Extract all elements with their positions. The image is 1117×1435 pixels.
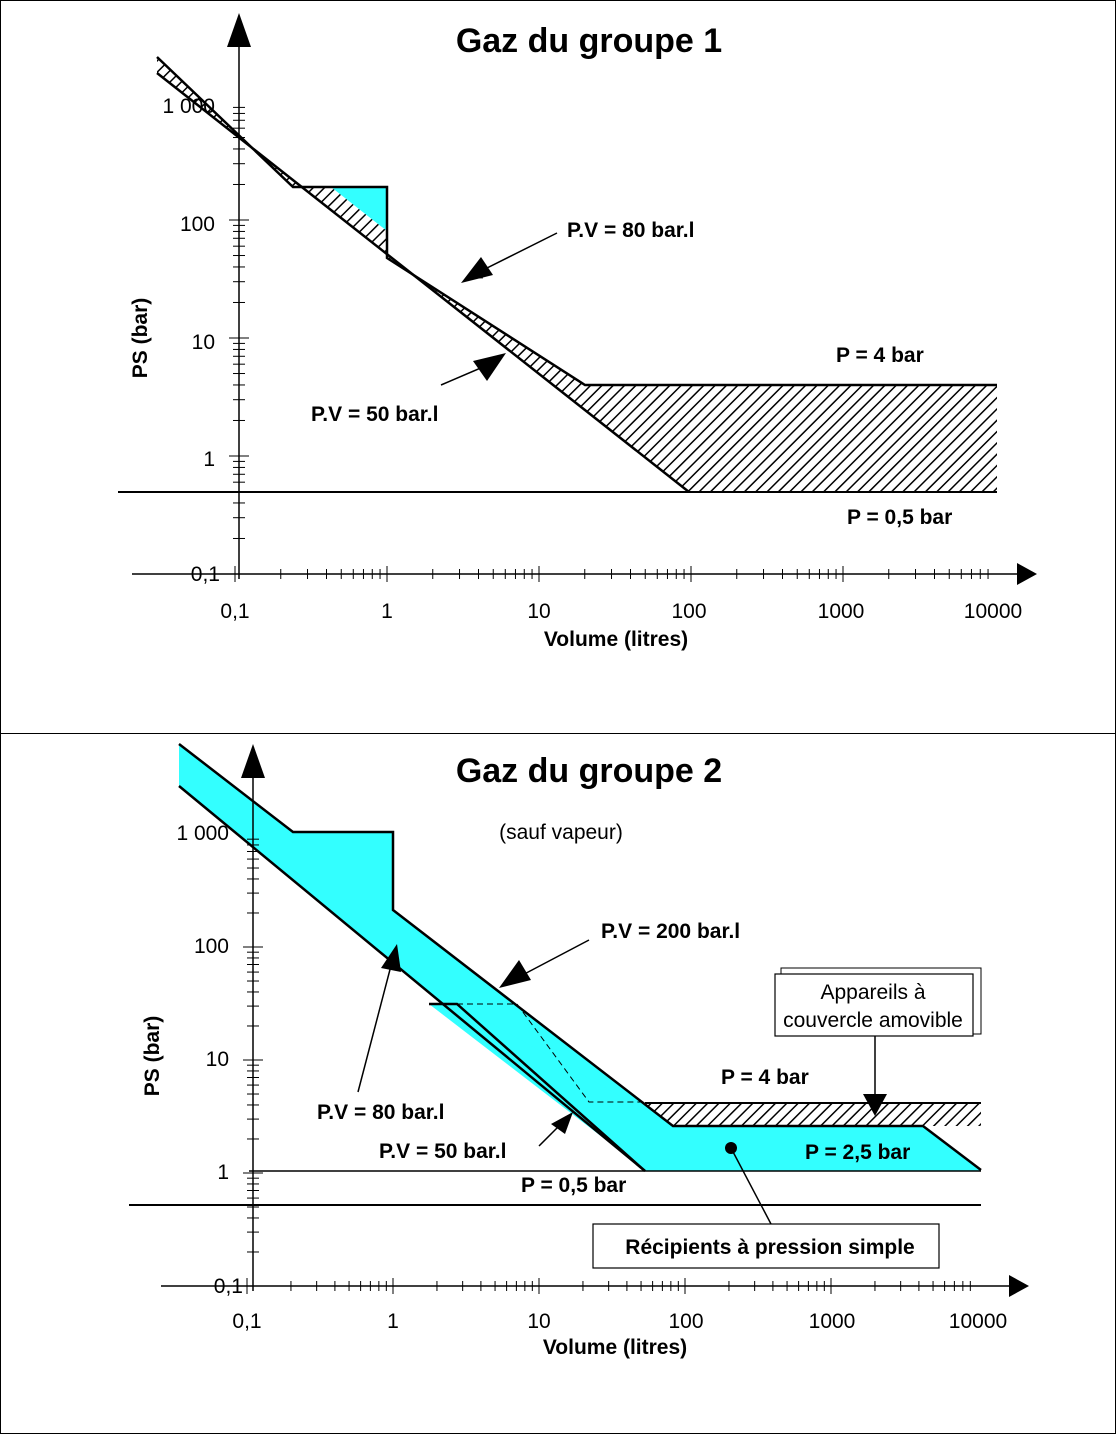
- pv50-annotation: P.V = 50 bar.l: [379, 1140, 506, 1163]
- x-tick-label: 1000: [818, 600, 865, 623]
- minor-ticks: [243, 838, 971, 1294]
- y-tick-label: 100: [180, 213, 215, 236]
- y-tick-label: 10: [192, 331, 215, 354]
- recipients-leader: [730, 1147, 772, 1225]
- pv80-annotation: P.V = 80 bar.l: [567, 219, 694, 242]
- y-tick-label: 0,1: [191, 563, 220, 586]
- chart-group-1: Gaz du groupe 1 0,1 1 10 100 1 000 0,1 1…: [118, 13, 1037, 651]
- y-axis-label: PS (bar): [129, 298, 152, 379]
- p4-annotation: P = 4 bar: [836, 344, 924, 367]
- hatched-region: [157, 57, 997, 492]
- chart-subtitle: (sauf vapeur): [499, 821, 623, 844]
- p05-annotation: P = 0,5 bar: [847, 506, 952, 529]
- appareils-box: [774, 973, 974, 1037]
- cyan-band-region: [179, 744, 981, 1171]
- pv50-arrowhead: [473, 353, 506, 381]
- pv80-arrowhead: [461, 257, 493, 283]
- x-axis-arrow: [1017, 563, 1037, 585]
- cyan-simple-region: [429, 1004, 981, 1170]
- y-tick-label: 1: [203, 448, 215, 471]
- x-tick-label: 10000: [964, 600, 1022, 623]
- x-tick-label: 1: [387, 1310, 399, 1333]
- appareils-label-line1: Appareils à: [820, 981, 925, 1004]
- x-tick-label: 10000: [949, 1310, 1007, 1333]
- appareils-arrowhead: [863, 1094, 887, 1116]
- chart-group-2: Gaz du groupe 2 (sauf vapeur) 0,1 1 10 1…: [129, 743, 1029, 1359]
- chart-title: Gaz du groupe 2: [456, 752, 722, 790]
- pv50-annotation: P.V = 50 bar.l: [311, 403, 438, 426]
- x-tick-label: 100: [671, 600, 706, 623]
- chart-panel-group-2: Gaz du groupe 2 (sauf vapeur) 0,1 1 10 1…: [0, 733, 1116, 1434]
- chart-title: Gaz du groupe 1: [456, 22, 722, 60]
- recipients-box: [592, 1223, 940, 1269]
- x-axis-label: Volume (litres): [543, 1336, 687, 1359]
- dashed-line: [457, 1003, 645, 1103]
- y-tick-label: 1: [217, 1161, 229, 1184]
- pv80-annotation: P.V = 80 bar.l: [317, 1101, 444, 1124]
- pv200-annotation: P.V = 200 bar.l: [601, 920, 740, 943]
- pv200-line: [178, 743, 982, 1171]
- pv80-leader: [357, 957, 394, 1093]
- y-axis-arrow: [241, 744, 265, 778]
- x-tick-label: 10: [527, 1310, 550, 1333]
- p4-annotation: P = 4 bar: [721, 1066, 809, 1089]
- pv80-line: [178, 785, 646, 1172]
- recipients-label: Récipients à pression simple: [625, 1236, 914, 1259]
- p25-annotation: P = 2,5 bar: [805, 1141, 910, 1164]
- hatched-region: [645, 1104, 981, 1126]
- minor-ticks: [229, 106, 989, 582]
- y-tick-label: 100: [194, 935, 229, 958]
- x-tick-label: 10: [527, 600, 550, 623]
- y-axis-label: PS (bar): [141, 1016, 164, 1097]
- pv80-line: [156, 56, 997, 387]
- pv50-line: [156, 72, 690, 493]
- y-axis-arrow: [227, 13, 251, 47]
- y-tick-label: 10: [206, 1048, 229, 1071]
- x-tick-label: 100: [668, 1310, 703, 1333]
- pv50-arrowhead: [551, 1112, 573, 1134]
- y-tick-label: 0,1: [214, 1275, 243, 1298]
- chart-panel-group-1: Gaz du groupe 1 0,1 1 10 100 1 000 0,1 1…: [0, 0, 1116, 734]
- x-tick-label: 1000: [809, 1310, 856, 1333]
- x-tick-label: 0,1: [220, 600, 249, 623]
- appareils-label-line2: couvercle amovible: [783, 1009, 963, 1032]
- y-tick-label: 1 000: [176, 822, 229, 845]
- x-axis-arrow: [1009, 1275, 1029, 1297]
- cyan-region: [331, 187, 387, 231]
- x-axis-label: Volume (litres): [544, 628, 688, 651]
- x-tick-label: 0,1: [232, 1310, 261, 1333]
- p05-annotation: P = 0,5 bar: [521, 1174, 626, 1197]
- y-tick-label: 1 000: [162, 95, 215, 118]
- pv200-arrowhead: [499, 960, 531, 988]
- pv80-arrowhead: [381, 944, 401, 972]
- x-tick-label: 1: [381, 600, 393, 623]
